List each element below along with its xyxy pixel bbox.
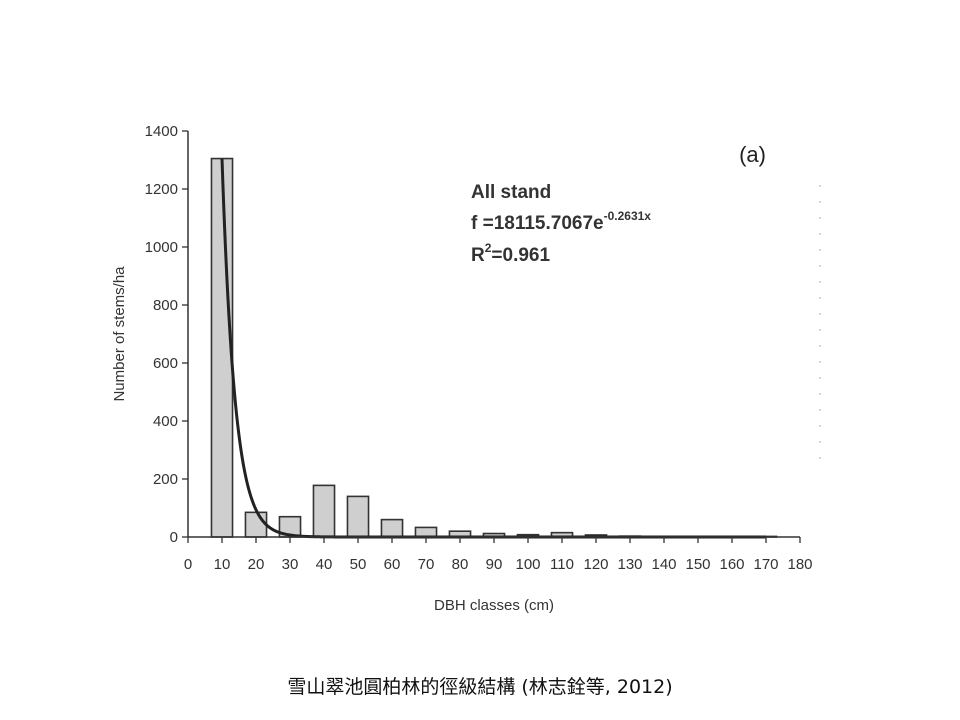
y-tick-label: 0 — [170, 529, 178, 546]
bar-10 — [210, 157, 234, 538]
x-tick-label: 170 — [753, 556, 778, 573]
y-ticks: 0 200 400 600 800 1000 1200 1400 — [145, 123, 188, 546]
equation-base: f =18115.7067e — [471, 213, 604, 234]
x-axis-title: DBH classes (cm) — [434, 597, 554, 614]
bar-40 — [312, 484, 336, 538]
x-tick-label: 30 — [282, 556, 299, 573]
annotation-r-squared: R2=0.961 — [471, 241, 550, 266]
bar-60 — [380, 518, 404, 538]
x-tick-label: 10 — [214, 556, 231, 573]
x-tick-label: 110 — [550, 556, 574, 573]
x-tick-label: 90 — [486, 556, 503, 573]
y-tick-label: 1400 — [145, 123, 178, 140]
figure-caption: 雪山翠池圓柏林的徑級結構 (林志銓等, 2012) — [287, 676, 673, 698]
equation-exponent: -0.2631x — [604, 209, 652, 223]
y-tick-label: 200 — [153, 471, 178, 488]
x-ticks: 0 10 20 30 40 50 60 70 80 90 100 110 120 130 140 150 160… — [184, 537, 813, 573]
x-tick-label: 150 — [685, 556, 710, 573]
x-tick-label: 100 — [515, 556, 540, 573]
x-tick-label: 70 — [418, 556, 435, 573]
r-squared-base: R — [471, 245, 485, 266]
x-tick-label: 50 — [350, 556, 367, 573]
y-tick-label: 1000 — [145, 239, 178, 256]
x-tick-label: 180 — [787, 556, 812, 573]
x-tick-label: 40 — [316, 556, 333, 573]
x-tick-label: 80 — [452, 556, 469, 573]
chart: 0 200 400 600 800 1000 1200 1400 0 10 20 30 40 50 60 7… — [111, 123, 821, 614]
y-tick-label: 400 — [153, 413, 178, 430]
y-axis-title: Number of stems/ha — [111, 266, 128, 402]
r-squared-value: =0.961 — [491, 245, 550, 266]
bar-20 — [244, 511, 268, 538]
x-tick-label: 0 — [184, 556, 192, 573]
x-tick-label: 60 — [384, 556, 401, 573]
x-tick-label: 120 — [583, 556, 608, 573]
y-tick-label: 1200 — [145, 181, 178, 198]
panel-label: (a) — [739, 142, 766, 167]
x-tick-label: 130 — [617, 556, 642, 573]
y-tick-label: 600 — [153, 355, 178, 372]
bar-50 — [346, 495, 370, 538]
x-tick-label: 140 — [651, 556, 676, 573]
r-squared-exponent: 2 — [485, 241, 492, 255]
x-tick-label: 20 — [248, 556, 265, 573]
x-tick-label: 160 — [719, 556, 744, 573]
annotation-title: All stand — [471, 182, 551, 203]
annotation-equation: f =18115.7067e-0.2631x — [471, 209, 651, 234]
y-tick-label: 800 — [153, 297, 178, 314]
